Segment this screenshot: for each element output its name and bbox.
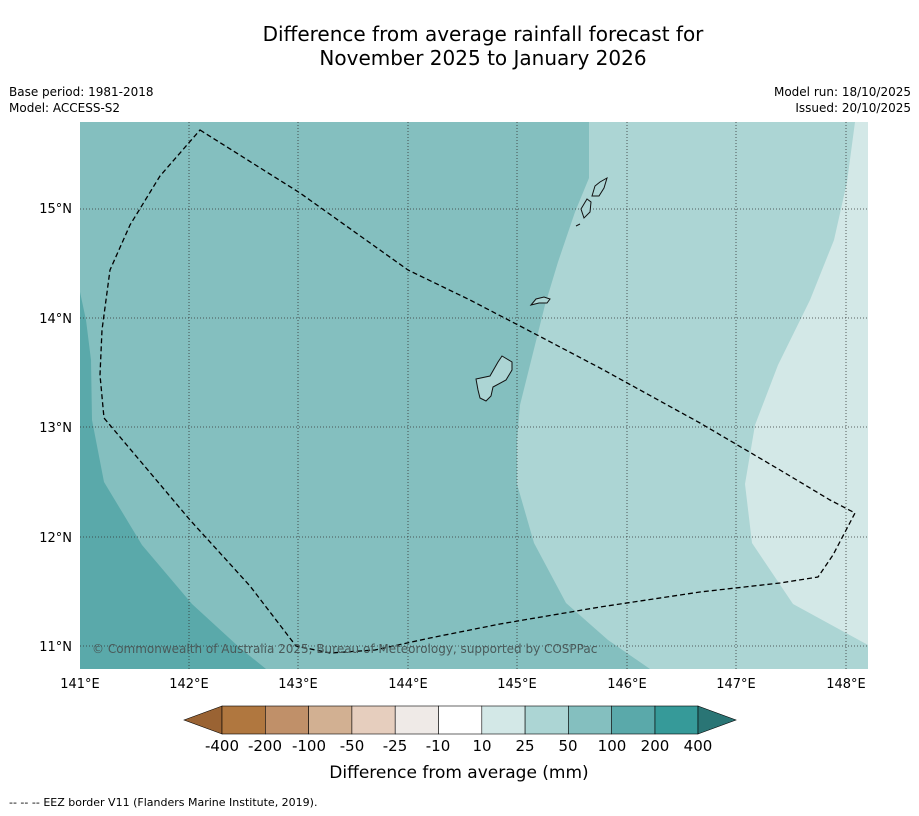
eez-legend-text: EEZ border V11 (Flanders Marine Institut… [43,796,318,809]
title-line-1: Difference from average rainfall forecas… [262,22,704,46]
meta-left: Base period: 1981-2018 Model: ACCESS-S2 [9,84,154,116]
legend-title: Difference from average (mm) [329,763,588,783]
colorbar-extend-high [697,705,737,735]
tick-label-11: 200 [641,737,670,755]
graticule [80,122,868,669]
colorbar-swatch-6 [438,705,483,735]
colorbar-swatch-3 [308,705,353,735]
tick-label-4: -50 [340,737,365,755]
colorbar-swatch-11 [654,705,699,735]
colorbar-extend-low [183,705,223,735]
colorbar-swatch-5 [394,705,439,735]
eez-border [99,129,856,654]
colorbar-swatch-8 [524,705,569,735]
colorbar-swatch-4 [351,705,396,735]
region-band-25 [745,122,868,645]
title-line-2: November 2025 to January 2026 [319,46,647,70]
lon-label-144e: 144°E [388,677,428,692]
lon-label-143e: 143°E [278,677,318,692]
tick-label-10: 100 [598,737,627,755]
colorbar-swatch-9 [568,705,613,735]
tick-label-7: 10 [472,737,491,755]
base-period: Base period: 1981-2018 [9,85,154,99]
eez-legend-dashes: -- -- -- [9,796,40,809]
colorbar-swatch-1 [221,705,266,735]
lat-label-15n: 15°N [39,202,72,217]
lat-label-13n: 13°N [39,421,72,436]
islands [475,176,608,402]
tick-label-9: 50 [558,737,577,755]
lat-label-11n: 11°N [39,640,72,655]
lon-label-141e: 141°E [60,677,100,692]
lon-label-145e: 145°E [497,677,537,692]
lat-labels: 15°N 14°N 13°N 12°N 11°N [39,202,72,655]
aguijan-island [575,223,581,227]
tick-label-2: -200 [248,737,282,755]
tick-label-8: 25 [515,737,534,755]
lat-label-12n: 12°N [39,531,72,546]
tick-label-5: -25 [383,737,408,755]
colorbar-ticks: -400 -200 -100 -50 -25 -10 10 25 50 100 … [205,737,712,755]
rainfall-map: © Commonwealth of Australia 2025, Bureau… [39,122,868,783]
lon-label-142e: 142°E [169,677,209,692]
map-area [80,122,868,669]
lat-label-14n: 14°N [39,312,72,327]
footer-note: -- -- -- EEZ border V11 (Flanders Marine… [9,796,317,809]
tick-label-6: -10 [426,737,451,755]
rota-island [529,296,551,306]
model-run: Model run: 18/10/2025 [773,85,911,99]
issued-date: Issued: 20/10/2025 [795,101,911,115]
copyright-text: © Commonwealth of Australia 2025, Bureau… [92,642,597,656]
lon-label-146e: 146°E [607,677,647,692]
model-name: Model: ACCESS-S2 [9,101,121,115]
colorbar [183,705,737,735]
lon-label-148e: 148°E [826,677,866,692]
lon-labels: 141°E 142°E 143°E 144°E 145°E 146°E 147°… [60,677,866,692]
chart-title: Difference from average rainfall forecas… [0,22,919,70]
saipan-island [591,176,608,197]
guam-island [475,355,513,402]
tick-label-3: -100 [292,737,326,755]
tick-label-12: 400 [684,737,713,755]
colorbar-swatch-2 [264,705,309,735]
lon-label-147e: 147°E [716,677,756,692]
colorbar-swatch-10 [611,705,656,735]
tick-label-1: -400 [205,737,239,755]
meta-right: Model run: 18/10/2025 Issued: 20/10/2025 [774,84,911,116]
region-band-200 [80,292,266,669]
tinian-island [580,198,592,219]
colorbar-swatch-7 [481,705,526,735]
